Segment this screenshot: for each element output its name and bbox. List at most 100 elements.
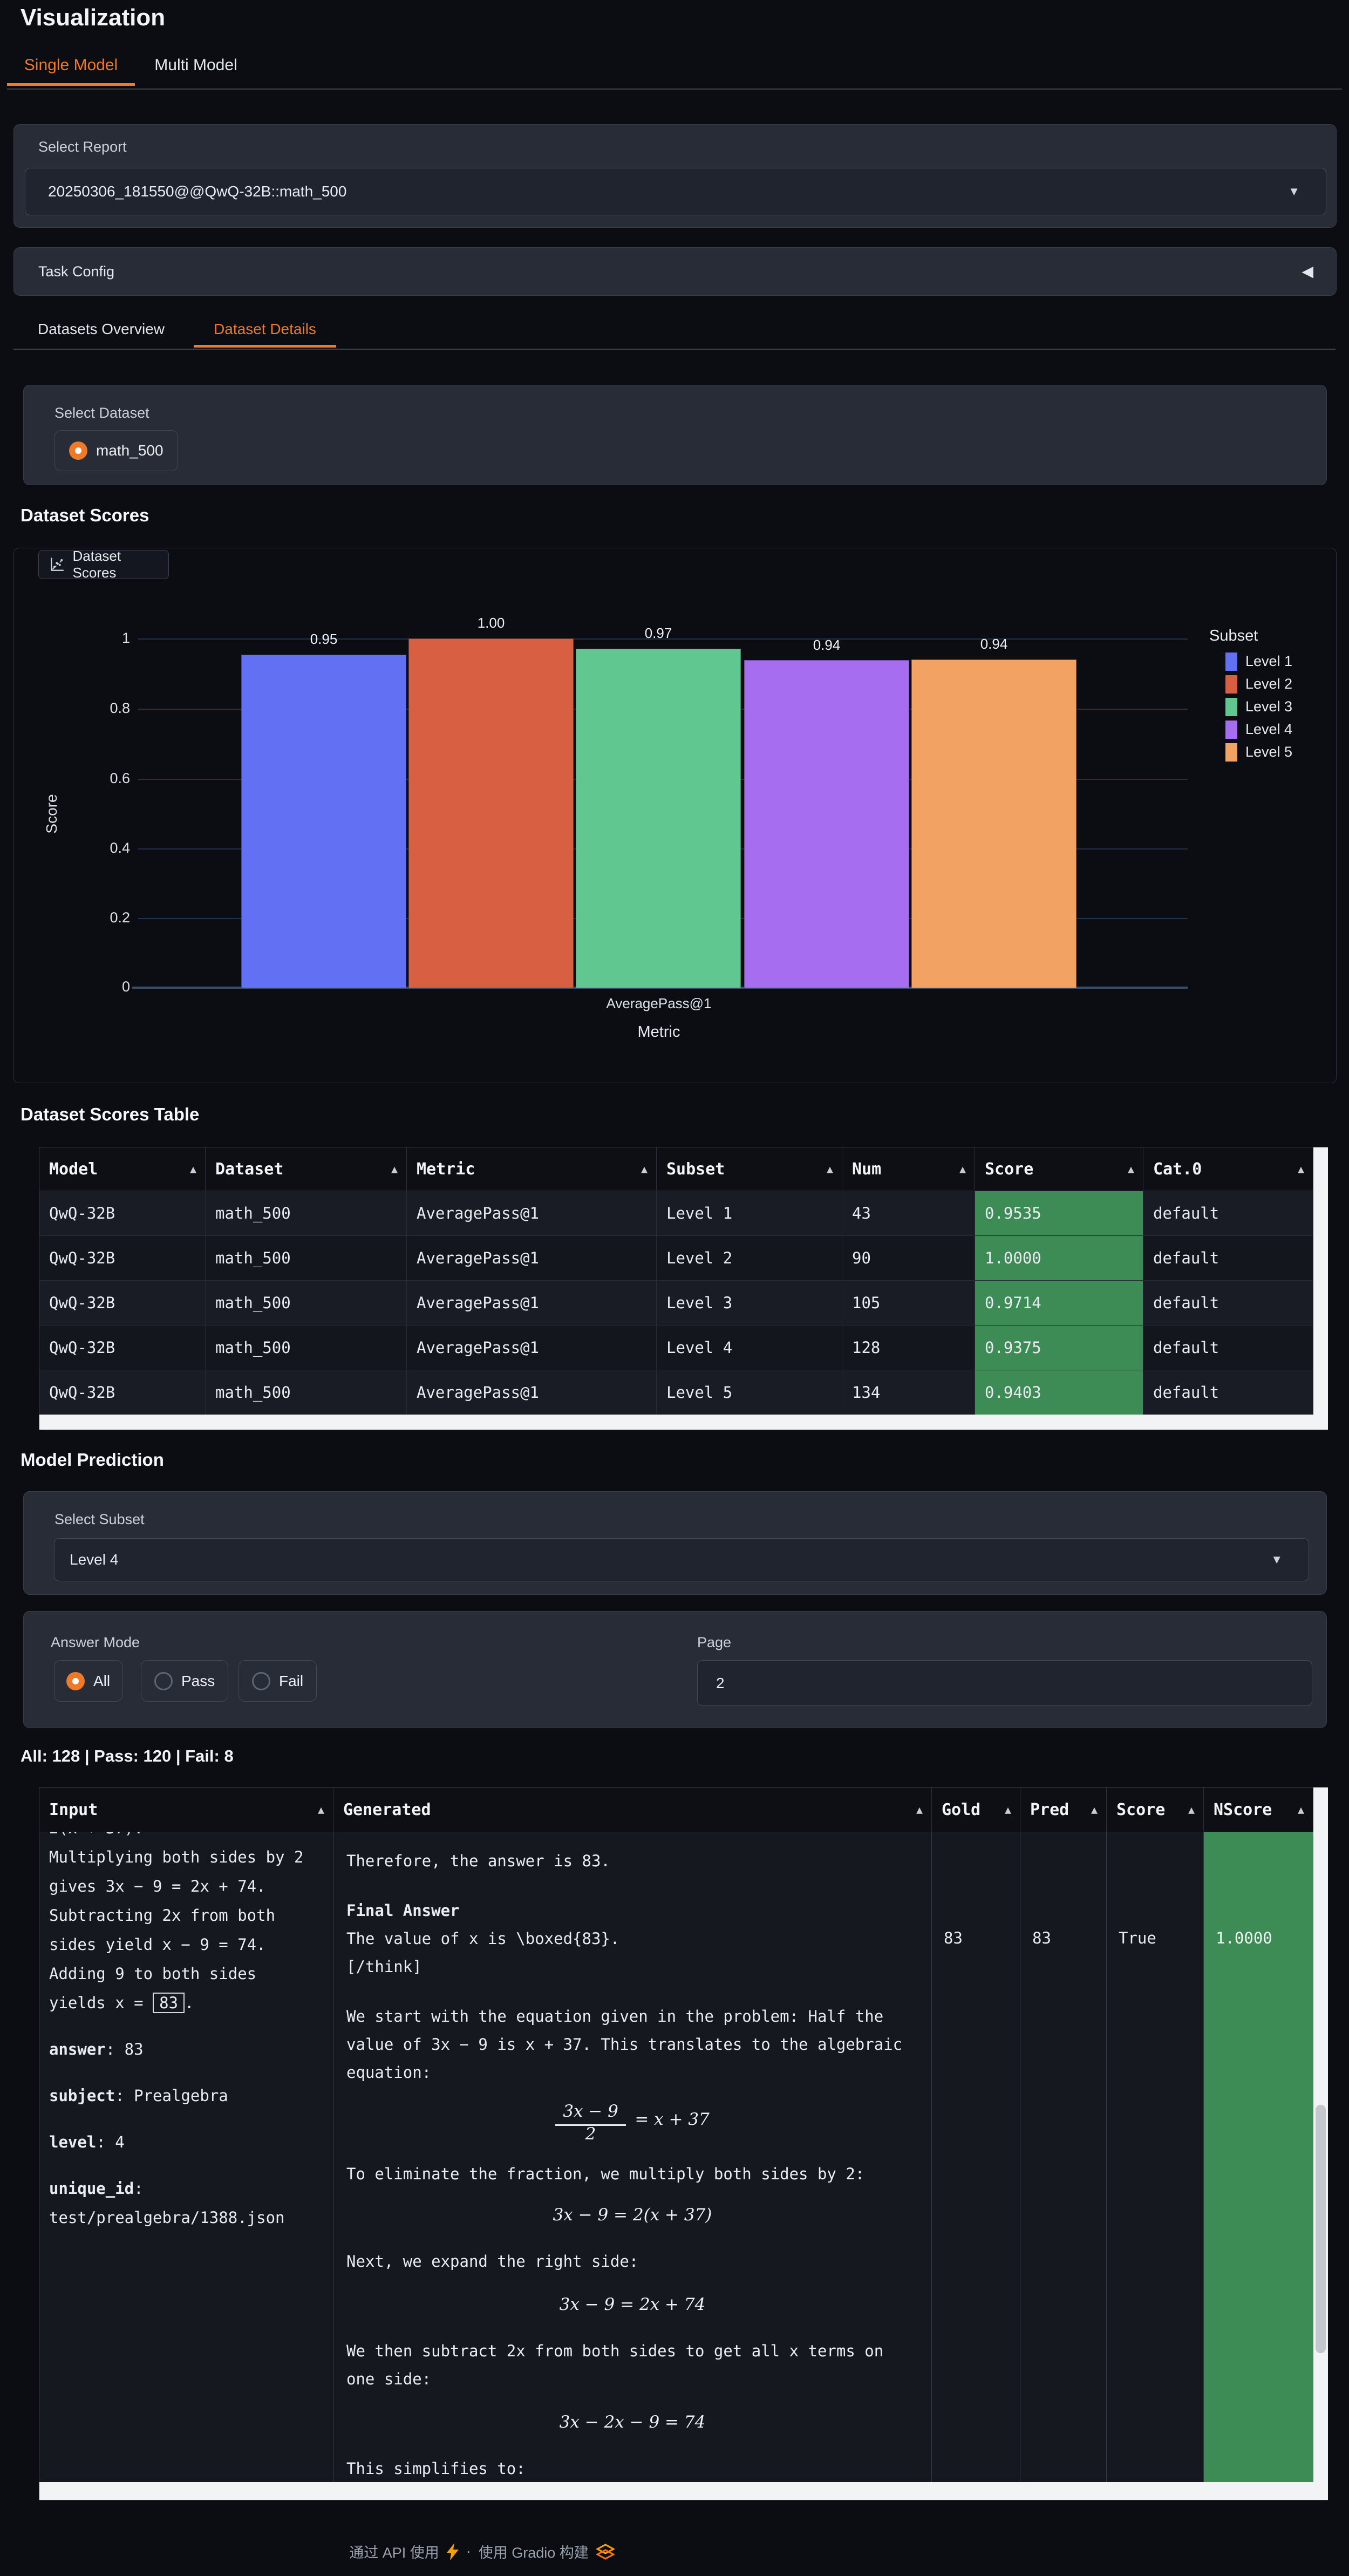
- input-line: sides yield x − 9 = 74.: [49, 1935, 266, 1954]
- col-header-dataset[interactable]: Dataset ▲: [206, 1147, 407, 1191]
- page-input[interactable]: [697, 1660, 1312, 1706]
- scrollbar-thumb[interactable]: [1316, 2105, 1326, 2353]
- sort-icon[interactable]: ▲: [1127, 1163, 1134, 1175]
- sort-icon[interactable]: ▲: [959, 1163, 966, 1175]
- y-tick: 0.8: [110, 700, 130, 716]
- sort-icon[interactable]: ▲: [1297, 1803, 1304, 1816]
- table-row[interactable]: QwQ-32B math_500 AveragePass@1 Level 4 1…: [39, 1325, 1313, 1370]
- vertical-scrollbar[interactable]: [1313, 1147, 1328, 1415]
- table-row[interactable]: QwQ-32B math_500 AveragePass@1 Level 3 1…: [39, 1280, 1313, 1325]
- cell-generated[interactable]: Therefore, the answer is 83. Final Answe…: [333, 1832, 932, 2482]
- sort-icon[interactable]: ▲: [391, 1163, 398, 1175]
- horizontal-scrollbar[interactable]: [39, 1415, 1328, 1430]
- legend-title: Subset: [1209, 627, 1258, 644]
- task-config-accordion[interactable]: Task Config ◀: [13, 247, 1337, 296]
- table-row[interactable]: QwQ-32B math_500 AveragePass@1 Level 5 1…: [39, 1370, 1313, 1415]
- sort-icon[interactable]: ▲: [1188, 1803, 1195, 1816]
- bar-level-5[interactable]: [911, 660, 1077, 988]
- legend-swatch-level-3[interactable]: [1225, 698, 1237, 716]
- legend-swatch-level-5[interactable]: [1225, 743, 1237, 762]
- select-dataset-panel: Select Dataset math_500: [23, 385, 1327, 485]
- chart-tab-label: Dataset Scores: [72, 548, 121, 581]
- legend-swatch-level-4[interactable]: [1225, 721, 1237, 739]
- sort-icon[interactable]: ▲: [826, 1163, 833, 1175]
- subset-dropdown[interactable]: Level 4 ▼: [54, 1538, 1309, 1581]
- cell-subset: Level 1: [657, 1191, 842, 1235]
- chevron-down-icon[interactable]: ▼: [1288, 185, 1300, 198]
- sort-icon[interactable]: ▲: [1004, 1803, 1011, 1816]
- gridline: [138, 638, 1188, 640]
- sort-icon[interactable]: ▲: [189, 1163, 196, 1175]
- legend-swatch-level-2[interactable]: [1225, 675, 1237, 694]
- legend-label-level-5[interactable]: Level 5: [1245, 744, 1293, 760]
- col-header-pred[interactable]: Pred ▲: [1020, 1787, 1107, 1832]
- footer-built-text[interactable]: 使用 Gradio 构建: [478, 2545, 589, 2561]
- gen-equation: 3x − 9 = 2x + 74: [559, 2295, 706, 2314]
- sort-icon[interactable]: ▲: [641, 1163, 648, 1175]
- answer-mode-pass[interactable]: Pass: [141, 1660, 229, 1702]
- input-clipped-line: 2(x + 37).: [49, 1832, 325, 1843]
- dataset-scores-chart-panel: Dataset Scores 1 0.8 0.6 0.4 0.2 0 Score…: [13, 548, 1337, 1083]
- col-header-generated[interactable]: Generated ▲: [333, 1787, 932, 1832]
- vertical-scrollbar[interactable]: [1313, 1787, 1328, 2482]
- table-row[interactable]: QwQ-32B math_500 AveragePass@1 Level 1 4…: [39, 1191, 1313, 1235]
- cell-subset: Level 5: [657, 1370, 842, 1415]
- col-header-model[interactable]: Model ▲: [39, 1147, 206, 1191]
- legend-label-level-3[interactable]: Level 3: [1245, 698, 1293, 715]
- col-header-score[interactable]: Score ▲: [975, 1147, 1143, 1191]
- footer-separator: ·: [466, 2543, 471, 2559]
- cell-cat0: default: [1143, 1280, 1313, 1325]
- cell-num: 43: [842, 1191, 975, 1235]
- col-header-num[interactable]: Num ▲: [842, 1147, 975, 1191]
- footer: 通过 API 使用 · 使用 Gradio 构建: [21, 2541, 943, 2562]
- tab-dataset-details[interactable]: Dataset Details: [194, 321, 336, 348]
- col-header-cat0[interactable]: Cat.0 ▲: [1143, 1147, 1313, 1191]
- col-header-metric[interactable]: Metric ▲: [407, 1147, 657, 1191]
- bar-value-label: 0.94: [980, 636, 1008, 652]
- col-header-score[interactable]: Score ▲: [1107, 1787, 1204, 1832]
- gen-equation: 3x − 9 = 2(x + 37): [553, 2205, 712, 2225]
- answer-mode-panel: Answer Mode All Pass Fail Page: [23, 1611, 1327, 1728]
- prediction-table: Input ▲ Generated ▲ Gold ▲ Pred ▲ Score ▲ NSc…: [39, 1787, 1328, 2500]
- legend-label-level-1[interactable]: Level 1: [1245, 653, 1293, 669]
- gradio-logo-icon: [596, 2543, 615, 2560]
- sort-icon[interactable]: ▲: [916, 1803, 923, 1816]
- scores-table-header: Model ▲ Dataset ▲ Metric ▲ Subset ▲ Num ▲ Sco…: [39, 1147, 1313, 1191]
- answer-mode-fail[interactable]: Fail: [239, 1660, 317, 1702]
- cell-model: QwQ-32B: [39, 1191, 206, 1235]
- gen-final-answer: Final Answer: [346, 1901, 460, 1920]
- tab-multi-model[interactable]: Multi Model: [154, 56, 237, 74]
- bar-level-2[interactable]: [408, 638, 574, 988]
- col-header-nscore[interactable]: NScore ▲: [1204, 1787, 1313, 1832]
- horizontal-scrollbar[interactable]: [39, 2482, 1328, 2500]
- answer-mode-all[interactable]: All: [54, 1660, 123, 1702]
- legend-swatch-level-1[interactable]: [1225, 653, 1237, 671]
- chevron-down-icon[interactable]: ▼: [1271, 1553, 1283, 1566]
- chart-tab-dataset-scores[interactable]: Dataset Scores: [38, 548, 169, 581]
- gen-paragraph: This simplifies to:: [346, 2459, 526, 2478]
- footer-api-text[interactable]: 通过 API 使用: [349, 2545, 439, 2561]
- col-header-subset[interactable]: Subset ▲: [657, 1147, 842, 1191]
- bar-level-1[interactable]: [241, 655, 406, 988]
- col-header-input[interactable]: Input ▲: [39, 1787, 333, 1832]
- tab-datasets-overview[interactable]: Datasets Overview: [38, 321, 165, 337]
- sort-icon[interactable]: ▲: [1297, 1163, 1304, 1175]
- cell-input[interactable]: 2(x + 37). Multiplying both sides by 2 g…: [39, 1832, 333, 2482]
- bar-level-3[interactable]: [576, 649, 741, 988]
- col-header-gold[interactable]: Gold ▲: [932, 1787, 1020, 1832]
- dataset-radio-math-500[interactable]: math_500: [54, 430, 178, 471]
- sort-icon[interactable]: ▲: [317, 1803, 324, 1816]
- legend-label-level-2[interactable]: Level 2: [1245, 676, 1293, 692]
- accordion-collapse-icon[interactable]: ◀: [1302, 263, 1313, 280]
- sort-icon[interactable]: ▲: [1091, 1803, 1098, 1816]
- legend-label-level-4[interactable]: Level 4: [1245, 721, 1293, 737]
- cell-gold: 83: [932, 1832, 1020, 2482]
- tab-single-model[interactable]: Single Model: [7, 56, 135, 86]
- table-row[interactable]: 2(x + 37). Multiplying both sides by 2 g…: [39, 1832, 1313, 2482]
- y-tick: 0: [121, 978, 130, 995]
- table-row[interactable]: QwQ-32B math_500 AveragePass@1 Level 2 9…: [39, 1235, 1313, 1280]
- bar-level-4[interactable]: [744, 660, 909, 988]
- report-dropdown[interactable]: 20250306_181550@@QwQ-32B::math_500 ▼: [25, 168, 1326, 215]
- cell-dataset: math_500: [206, 1370, 407, 1415]
